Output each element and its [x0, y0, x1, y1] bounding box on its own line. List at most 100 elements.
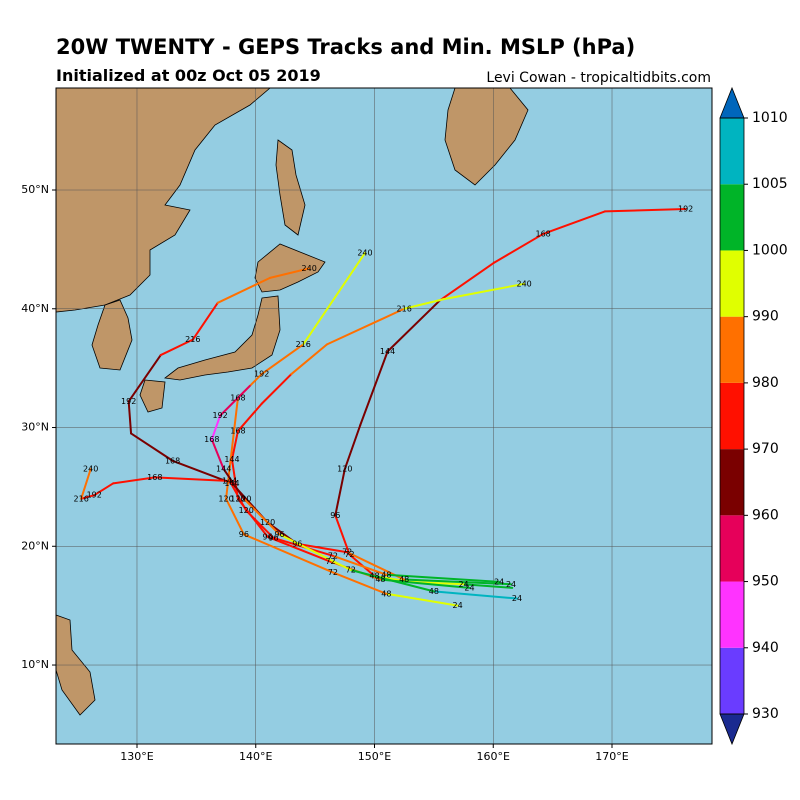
- colorbar-extend-over: [719, 86, 745, 119]
- sakhalin: [275, 139, 306, 236]
- colorbar-segment: [720, 316, 744, 383]
- track-segment: [236, 497, 269, 538]
- colorbar-segment: [720, 581, 744, 648]
- hour-label: 48: [429, 587, 439, 596]
- colorbar-tick-label: 1005: [752, 176, 788, 192]
- track-segment: [432, 590, 519, 600]
- honshu: [163, 295, 281, 381]
- track-segment: [210, 438, 225, 471]
- hour-label: 144: [222, 476, 237, 485]
- track-segment: [603, 208, 687, 213]
- track-segment: [334, 468, 346, 517]
- track-segment: [438, 261, 496, 302]
- y-tick-label: 50°N: [21, 183, 49, 196]
- track-segment: [266, 535, 332, 563]
- track-segment: [325, 307, 406, 346]
- colorbar-tick-label: 980: [752, 375, 779, 391]
- y-tick-label: 40°N: [21, 302, 49, 315]
- hour-label: 72: [325, 557, 335, 566]
- track-segment: [80, 468, 92, 500]
- hour-label: 96: [263, 532, 273, 541]
- track-segment: [278, 533, 352, 572]
- track-segment: [268, 267, 311, 279]
- track-segment: [171, 459, 233, 485]
- track-segment: [153, 476, 231, 482]
- kamchatka: [444, 87, 529, 186]
- hour-label: 120: [236, 494, 251, 503]
- colorbar-segment: [720, 515, 744, 582]
- hour-label: 48: [381, 570, 391, 579]
- track-segment: [230, 430, 239, 461]
- hour-label: 192: [121, 397, 136, 406]
- track-segment: [112, 476, 156, 485]
- hour-label: 168: [147, 473, 162, 482]
- asia-mainland: [55, 87, 272, 313]
- hour-label: 72: [328, 568, 338, 577]
- x-tick-label: 170°E: [595, 750, 628, 763]
- hour-label: 24: [464, 583, 474, 592]
- hour-label: 216: [185, 335, 200, 344]
- hour-label: 192: [212, 411, 227, 420]
- chart-title: 20W TWENTY - GEPS Tracks and Min. MSLP (…: [56, 35, 635, 59]
- track-segment: [359, 350, 389, 427]
- colorbar: 930 940 950 960 970 980 990 1000 1005 1010: [719, 86, 788, 746]
- hour-label: 192: [87, 491, 102, 500]
- track-segment: [210, 414, 222, 441]
- y-tick-label: 20°N: [21, 539, 49, 552]
- hour-label: 72: [346, 566, 356, 575]
- colorbar-segment: [720, 647, 744, 714]
- hour-label: 48: [399, 575, 409, 584]
- y-tick-label: 30°N: [21, 421, 49, 434]
- track-segment: [236, 402, 263, 433]
- hour-label: 216: [74, 494, 89, 503]
- tracks: 2448729612014416819224487296120144168192…: [74, 205, 694, 611]
- hour-label: 96: [330, 511, 340, 520]
- hokkaido: [254, 243, 326, 293]
- credit: Levi Cowan - tropicaltidbits.com: [486, 70, 711, 86]
- track-segment: [216, 276, 271, 304]
- hour-label: 24: [458, 580, 468, 589]
- hour-label: 48: [381, 589, 391, 598]
- track-segment: [442, 282, 526, 301]
- hour-label: 120: [218, 494, 233, 503]
- hour-label: 120: [230, 494, 245, 503]
- hour-label: 120: [260, 518, 275, 527]
- colorbar-tick-label: 970: [752, 441, 779, 457]
- track-segment: [493, 232, 545, 264]
- hour-label: 96: [274, 530, 284, 539]
- hour-label: 24: [512, 594, 522, 603]
- track-segment: [462, 583, 514, 589]
- track-segment: [80, 494, 96, 500]
- track-segment: [130, 432, 174, 462]
- colorbar-tick-label: 940: [752, 640, 779, 656]
- colorbar-tick-label: 960: [752, 507, 779, 523]
- track-segment: [225, 396, 239, 500]
- colorbar-tick-label: 990: [752, 309, 779, 325]
- colorbar-tick-label: 950: [752, 574, 779, 590]
- track-segment: [230, 458, 239, 500]
- track-segment: [385, 592, 459, 607]
- colorbar-frame: [719, 117, 745, 715]
- track-segment: [331, 554, 388, 576]
- hour-label: 192: [678, 205, 693, 214]
- track-segment: [127, 400, 133, 435]
- colorbar-extend-under: [719, 713, 745, 746]
- hour-label: 168: [230, 393, 245, 402]
- hour-label: 240: [357, 248, 372, 257]
- hour-label: 24: [494, 577, 504, 586]
- track-segment: [219, 384, 251, 417]
- colorbar-tick-label: 930: [752, 706, 779, 722]
- hour-label: 120: [337, 465, 352, 474]
- track-segment: [403, 298, 445, 310]
- hour-label: 168: [230, 427, 245, 436]
- x-tick-label: 160°E: [477, 750, 510, 763]
- hour-label: 168: [204, 435, 219, 444]
- hour-label: 144: [224, 455, 239, 464]
- hour-label: 168: [535, 229, 550, 238]
- hour-label: 24: [453, 601, 463, 610]
- track-segment: [302, 251, 366, 346]
- hour-label: 120: [239, 506, 254, 515]
- hour-label: 72: [328, 551, 338, 560]
- hour-label: 72: [344, 550, 354, 559]
